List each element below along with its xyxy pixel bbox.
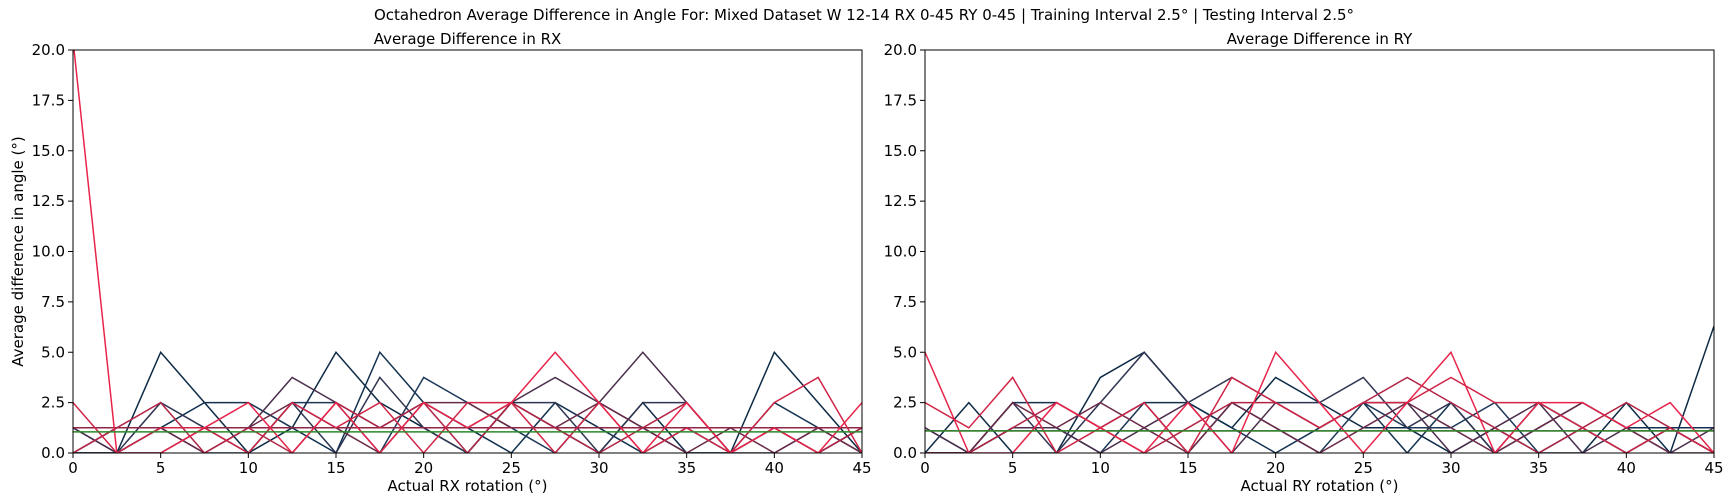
- ry-plot-frame: [924, 49, 1715, 454]
- rx-y-axis-label: Average difference in angle (°): [9, 136, 27, 366]
- ry-x-tick-label-5: 25: [1354, 459, 1373, 477]
- ry-x-tick-label-2: 10: [1091, 459, 1110, 477]
- rx-y-tick-label-1: 2.5: [41, 394, 65, 412]
- ry-y-tick-label-5: 12.5: [884, 192, 917, 210]
- rx-y-tick-label-6: 15.0: [32, 142, 65, 160]
- rx-series-line-2: [73, 376, 862, 453]
- ry-x-tick-label-6: 30: [1441, 459, 1460, 477]
- ry-x-tick-label-3: 15: [1178, 459, 1197, 477]
- ry-series-group: [925, 325, 1714, 453]
- ry-y-tick-label-7: 17.5: [884, 91, 917, 109]
- rx-y-tick-label-7: 17.5: [32, 91, 65, 109]
- ry-y-tick-label-8: 20.0: [884, 41, 917, 59]
- ry-series-line-8: [925, 376, 1714, 453]
- ry-x-tick-label-4: 20: [1266, 459, 1285, 477]
- ry-x-tick-label-1: 5: [1008, 459, 1018, 477]
- ry-y-tick-label-0: 0.0: [893, 444, 917, 462]
- rx-x-tick-label-0: 0: [68, 459, 78, 477]
- rx-x-axis-label: Actual RX rotation (°): [387, 477, 547, 495]
- ry-axes: 0 5 10 15 20 25 30 35 40 45 0.0 2.5 5.0 7.5 10.0 12.5 15…: [884, 30, 1724, 495]
- rx-y-tick-label-0: 0.0: [41, 444, 65, 462]
- ry-x-axis-label: Actual RY rotation (°): [1241, 477, 1399, 495]
- ry-x-tick-label-8: 40: [1617, 459, 1636, 477]
- ry-y-tick-label-1: 2.5: [893, 394, 917, 412]
- rx-series-line-3: [73, 376, 862, 453]
- rx-title: Average Difference in RX: [374, 30, 562, 48]
- ry-series-line-7: [925, 376, 1714, 453]
- ry-x-tick-label-0: 0: [920, 459, 930, 477]
- rx-x-tick-label-5: 25: [502, 459, 521, 477]
- rx-x-tick-label-3: 15: [326, 459, 345, 477]
- rx-x-tick-label-6: 30: [589, 459, 608, 477]
- rx-series-group: [73, 50, 862, 453]
- figure-suptitle: Octahedron Average Difference in Angle F…: [373, 6, 1355, 24]
- ry-x-tick-label-7: 35: [1529, 459, 1548, 477]
- rx-x-tick-label-2: 10: [239, 459, 258, 477]
- rx-y-tick-label-3: 7.5: [41, 293, 65, 311]
- rx-x-tick-label-4: 20: [414, 459, 433, 477]
- rx-x-tick-label-1: 5: [156, 459, 166, 477]
- rx-x-tick-label-7: 35: [677, 459, 696, 477]
- rx-y-tick-label-8: 20.0: [32, 41, 65, 59]
- rx-plot-frame: [72, 49, 863, 454]
- rx-series-line-9: [73, 50, 862, 453]
- rx-y-tick-label-5: 12.5: [32, 192, 65, 210]
- ry-y-tick-label-3: 7.5: [893, 293, 917, 311]
- rx-y-tick-label-4: 10.0: [32, 243, 65, 261]
- ry-series-line-0: [925, 325, 1714, 453]
- ry-x-tick-label-9: 45: [1704, 459, 1723, 477]
- ry-title: Average Difference in RY: [1227, 30, 1413, 48]
- ry-y-tick-label-4: 10.0: [884, 243, 917, 261]
- rx-x-tick-label-9: 45: [852, 459, 871, 477]
- rx-x-tick-label-8: 40: [765, 459, 784, 477]
- rx-axes: 0 5 10 15 20 25 30 35 40 45 0.0 2.5 5.0 7.5 10.0 12.5 15…: [9, 30, 872, 495]
- ry-series-line-9: [925, 350, 1714, 453]
- ry-y-tick-label-6: 15.0: [884, 142, 917, 160]
- rx-y-tick-label-2: 5.0: [41, 343, 65, 361]
- rx-series-line-8: [73, 376, 862, 453]
- ry-y-tick-label-2: 5.0: [893, 343, 917, 361]
